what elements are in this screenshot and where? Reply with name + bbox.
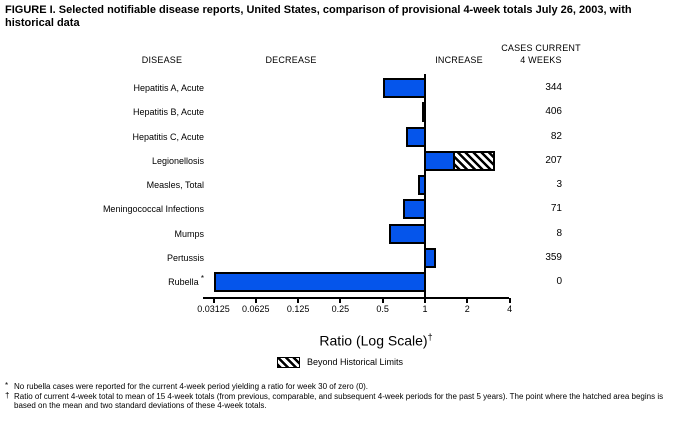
axis-tick [297, 298, 300, 303]
disease-label: Mumps [174, 228, 204, 239]
axis-tick-label: 4 [507, 304, 513, 314]
footnote-rubella-text: No rubella cases were reported for the c… [14, 382, 368, 391]
column-header-cases-current: CASES CURRENT [501, 43, 581, 53]
ratio-bar-solid-part [426, 152, 455, 169]
cases-count: 71 [550, 203, 562, 215]
ratio-bar [403, 199, 426, 220]
axis-tick [254, 298, 257, 303]
footnote-dagger-marker: † [5, 390, 10, 400]
x-axis-label-dagger: † [427, 332, 433, 342]
disease-label: Legionellosis [151, 155, 204, 166]
axis-tick-label: 0.0625 [242, 304, 270, 314]
ratio-bar-with-hatch [424, 150, 496, 171]
ratio-bar [214, 272, 426, 292]
ratio-bar [382, 78, 426, 98]
axis-tick [424, 298, 426, 303]
ratio-bar [388, 223, 426, 244]
disease-label: Measles, Total [146, 180, 204, 190]
cases-count: 82 [550, 130, 562, 142]
disease-label: Rubella * [168, 274, 204, 288]
axis-tick-label: 2 [464, 304, 470, 314]
baseline-axis-ratio-1 [424, 74, 426, 298]
footnote-ratio-text: Ratio of current 4-week total to mean of… [14, 391, 664, 411]
axis-tick [339, 298, 342, 303]
cases-count: 3 [556, 179, 562, 190]
axis-tick-label: 0.25 [331, 304, 350, 314]
hatch-legend-swatch [277, 357, 300, 368]
column-header-decrease: DECREASE [265, 55, 317, 65]
axis-tick [381, 298, 384, 303]
axis-tick [466, 298, 469, 303]
cases-count: 207 [545, 154, 562, 166]
legend-label: Beyond Historical Limits [307, 357, 404, 367]
disease-label: Hepatitis A, Acute [133, 83, 204, 93]
column-header-disease: DISEASE [141, 55, 183, 65]
cases-count: 344 [545, 82, 562, 93]
disease-label: Pertussis [166, 252, 204, 263]
axis-tick-label: 0.5 [376, 304, 389, 314]
cases-count: 0 [556, 276, 562, 287]
x-axis-line [203, 297, 509, 299]
x-axis-label: Ratio (Log Scale)† [286, 329, 466, 350]
footnote-ratio: † Ratio of current 4-week total to mean … [5, 390, 681, 411]
cases-count: 406 [545, 106, 562, 118]
axis-tick [212, 298, 215, 303]
disease-label: Meningococcal Infections [102, 204, 204, 215]
cases-count: 359 [545, 251, 562, 263]
footnote-asterisk-marker: * [5, 381, 9, 390]
column-header-4-weeks: 4 WEEKS [520, 55, 562, 65]
cases-count: 8 [556, 227, 562, 239]
disease-label: Hepatitis C, Acute [132, 131, 204, 142]
axis-tick [508, 298, 511, 303]
axis-tick-label: 0.125 [286, 304, 310, 314]
disease-label: Hepatitis B, Acute [132, 107, 204, 118]
x-axis-label-text: Ratio (Log Scale) [319, 332, 428, 349]
figure-title: FIGURE I. Selected notifiable disease re… [5, 4, 632, 29]
rubella-asterisk: * [198, 274, 204, 283]
footnotes: * No rubella cases were reported for the… [5, 381, 681, 411]
axis-tick-label: 1 [422, 304, 428, 314]
ratio-bar [405, 126, 426, 147]
axis-tick-label: 0.03125 [197, 304, 230, 314]
column-header-increase: INCREASE [435, 55, 483, 65]
footnote-rubella: * No rubella cases were reported for the… [5, 381, 681, 392]
